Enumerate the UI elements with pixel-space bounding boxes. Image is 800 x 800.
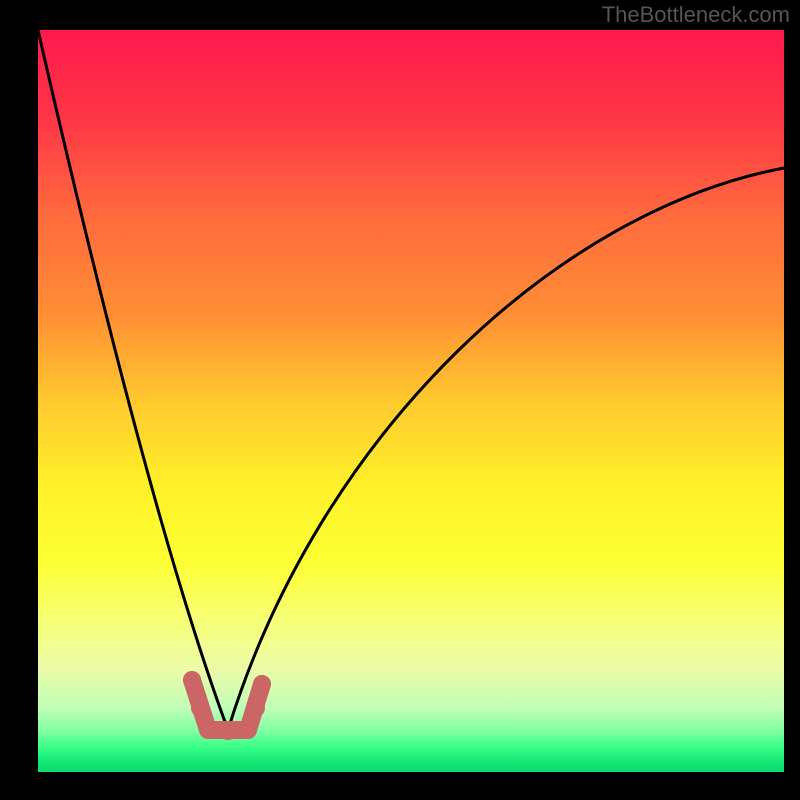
bottleneck-chart	[0, 0, 800, 800]
chart-container: TheBottleneck.com	[0, 0, 800, 800]
valley-dot	[237, 721, 255, 739]
valley-dot	[183, 671, 201, 689]
valley-dot	[219, 722, 237, 740]
valley-dot	[191, 699, 209, 717]
valley-dot	[201, 721, 219, 739]
valley-dot	[253, 675, 271, 693]
watermark-text: TheBottleneck.com	[602, 2, 790, 28]
valley-dot	[247, 699, 265, 717]
